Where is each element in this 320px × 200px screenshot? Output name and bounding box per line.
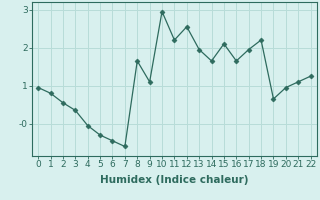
X-axis label: Humidex (Indice chaleur): Humidex (Indice chaleur)	[100, 175, 249, 185]
